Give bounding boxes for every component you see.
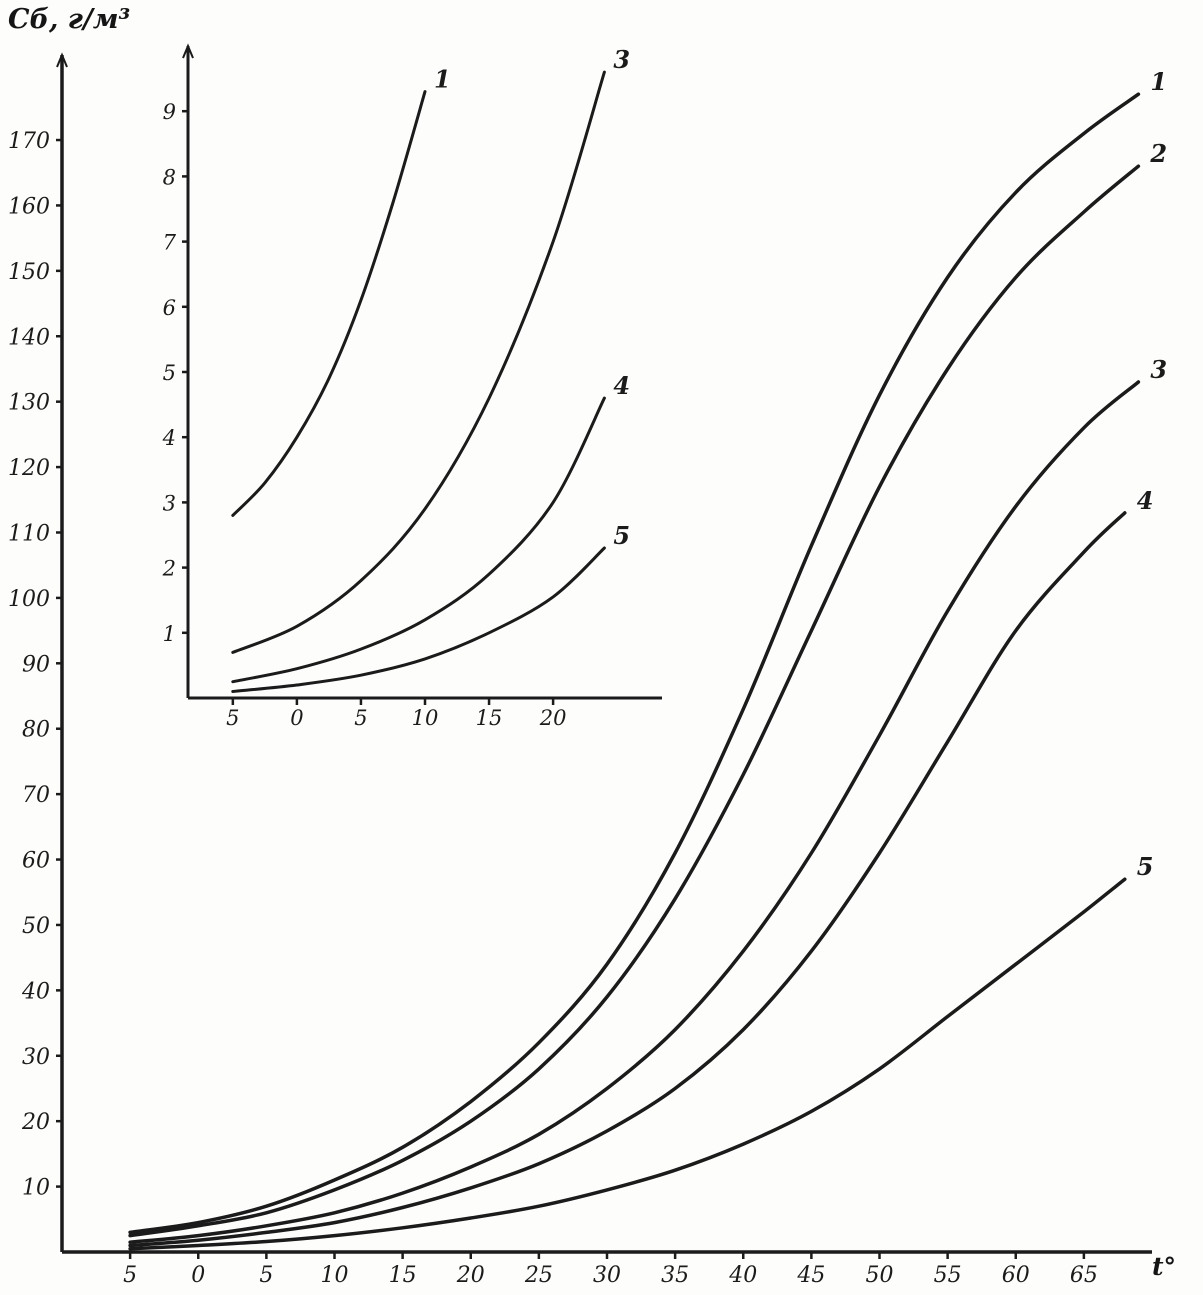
main-y-tick-label: 90 xyxy=(22,652,50,677)
inset-x-tick-label: 5 xyxy=(354,706,367,730)
main-series-2-label: 2 xyxy=(1149,139,1167,168)
main-series-1-curve xyxy=(128,92,1141,1235)
main-y-tick-label: 160 xyxy=(8,194,50,219)
main-series-4-curve xyxy=(128,511,1127,1248)
main-x-tick-label: 10 xyxy=(321,1263,349,1288)
inset-x-tick-label: 20 xyxy=(539,706,567,730)
main-series-5-label: 5 xyxy=(1137,852,1154,881)
inset-series-1-curve xyxy=(231,90,427,517)
inset-series-1-label: 1 xyxy=(434,65,451,94)
inset-series-4-label: 4 xyxy=(613,371,630,400)
main-y-tick-label: 20 xyxy=(21,1110,50,1135)
inset-y-tick-label: 5 xyxy=(163,361,176,385)
main-x-tick-label: 15 xyxy=(389,1263,417,1288)
main-y-tick-label: 60 xyxy=(22,849,50,874)
main-y-tick-label: 130 xyxy=(8,391,50,416)
inset-x-tick-label: 10 xyxy=(412,706,439,730)
main-y-tick-label: 110 xyxy=(8,521,50,546)
inset-y-tick-label: 1 xyxy=(163,622,176,646)
main-series-4-label: 4 xyxy=(1137,486,1154,515)
inset-series-3-label: 3 xyxy=(613,45,630,74)
main-y-tick-label: 80 xyxy=(22,718,50,743)
main-x-tick-label: 25 xyxy=(524,1263,553,1288)
main-x-tick-label: 20 xyxy=(456,1263,485,1288)
inset-x-tick-label: 15 xyxy=(476,706,503,730)
main-x-tick-label: 60 xyxy=(1002,1263,1030,1288)
inset-series-5-curve xyxy=(231,546,606,693)
main-x-tick-label: 55 xyxy=(934,1263,962,1288)
inset-y-axis-arrow-icon xyxy=(182,43,194,59)
main-series-5-curve xyxy=(128,877,1127,1251)
main-y-tick-label: 70 xyxy=(22,783,50,808)
inset-y-tick-label: 2 xyxy=(162,557,176,581)
inset-y-tick-label: 4 xyxy=(162,426,176,450)
main-y-tick-label: 100 xyxy=(8,587,50,612)
main-y-tick-label: 40 xyxy=(21,979,50,1004)
inset-y-tick-label: 7 xyxy=(163,231,177,255)
main-series-1-label: 1 xyxy=(1150,67,1167,96)
inset-y-tick-label: 6 xyxy=(163,296,176,320)
inset-series-4-curve xyxy=(231,396,606,684)
inset-y-tick-label: 3 xyxy=(163,491,176,515)
inset-x-tick-label: 0 xyxy=(290,706,303,730)
main-x-tick-label: 30 xyxy=(593,1263,621,1288)
main-y-tick-label: 150 xyxy=(8,260,50,285)
main-y-tick-label: 10 xyxy=(22,1176,50,1201)
main-x-tick-label: 45 xyxy=(796,1263,825,1288)
y-axis-title: Сб, г/м³ xyxy=(8,4,131,35)
main-x-tick-label: 50 xyxy=(866,1263,894,1288)
main-x-tick-label: 35 xyxy=(661,1263,689,1288)
main-y-tick-label: 120 xyxy=(8,456,50,481)
main-x-tick-label: 5 xyxy=(259,1263,273,1288)
inset-y-tick-label: 8 xyxy=(163,165,176,189)
main-series-3-curve xyxy=(128,380,1141,1244)
main-y-tick-label: 30 xyxy=(22,1045,50,1070)
inset-series-3-curve xyxy=(231,70,606,654)
main-x-tick-label: 5 xyxy=(123,1263,137,1288)
inset-y-tick-label: 9 xyxy=(163,100,176,124)
main-x-tick-label: 65 xyxy=(1070,1263,1098,1288)
inset-series-5-label: 5 xyxy=(613,521,630,550)
main-y-axis-arrow-icon xyxy=(56,52,68,68)
main-series-3-label: 3 xyxy=(1150,355,1167,384)
main-y-tick-label: 50 xyxy=(22,914,50,939)
main-y-tick-label: 140 xyxy=(8,325,50,350)
inset-x-tick-label: 5 xyxy=(226,706,239,730)
x-axis-title: t° xyxy=(1152,1252,1177,1281)
main-x-tick-label: 0 xyxy=(191,1263,205,1288)
main-series-2-curve xyxy=(128,164,1141,1238)
main-y-tick-label: 170 xyxy=(8,129,50,154)
main-x-tick-label: 40 xyxy=(728,1263,757,1288)
